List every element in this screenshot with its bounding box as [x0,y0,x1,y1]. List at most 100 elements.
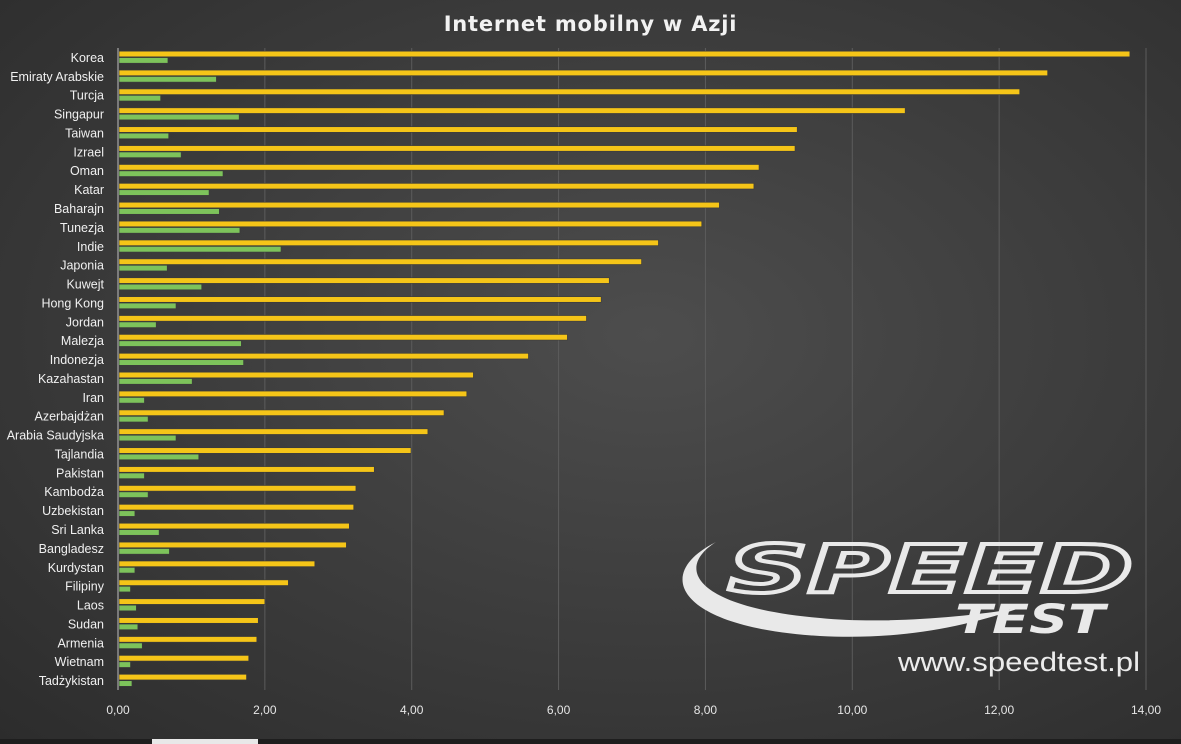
bar-series-1 [118,390,468,397]
bar-series-2 [118,416,149,423]
bar-series-1 [118,145,796,152]
bar-series-2 [118,378,193,385]
bar-series-1 [118,164,760,171]
bar-series-1 [118,598,266,605]
category-label: Baharajn [54,202,104,216]
bar-series-2 [118,170,224,177]
category-label: Uzbekistan [42,504,104,518]
bar-series-1 [118,617,259,624]
bar-series-2 [118,321,157,328]
x-tick-label: 4,00 [400,703,424,717]
category-label: Arabia Saudyjska [7,429,104,443]
bar-series-1 [118,409,445,416]
bar-series-2 [118,586,131,593]
bar-series-2 [118,189,210,196]
category-label: Tadżykistan [39,674,104,688]
bar-series-1 [118,334,568,341]
category-label: Izrael [73,145,104,159]
bar-series-1 [118,220,703,228]
logo-test: TEST [955,597,1109,643]
x-tick-label: 14,00 [1131,703,1161,717]
bar-series-2 [118,132,169,140]
x-tick-label: 12,00 [984,703,1014,717]
x-tick-label: 2,00 [253,703,277,717]
bar-series-1 [118,201,720,209]
category-label: Sri Lanka [51,523,104,537]
bottom-strip [0,739,1181,744]
bar-series-2 [118,453,200,461]
bar-series-2 [118,76,217,83]
bar-series-2 [118,397,145,404]
bar-series-2 [118,661,131,668]
bar-series-2 [118,548,170,555]
category-label: Emiraty Arabskie [10,70,104,84]
bar-series-2 [118,567,136,574]
bar-series-2 [118,623,139,630]
category-label: Armenia [57,636,104,650]
bar-series-1 [118,560,316,567]
bar-series-1 [118,296,602,303]
category-label: Filipiny [65,580,105,594]
bar-series-2 [118,208,220,215]
bar-series-1 [118,636,258,643]
category-label: Taiwan [65,126,104,140]
logo-swoosh [682,542,1020,637]
bar-series-1 [118,655,250,662]
category-label: Azerbajdżan [35,410,105,424]
x-tick-label: 0,00 [106,703,130,717]
bar-series-1 [118,447,412,454]
bar-series-1 [118,239,659,246]
x-tick-label: 6,00 [547,703,571,717]
bar-series-2 [118,340,242,347]
category-label: Indie [77,240,104,254]
bar-series-2 [118,510,136,517]
bar-series-1 [118,50,1131,58]
bar-series-1 [118,522,350,530]
category-label: Kazahastan [38,372,104,386]
bar-series-1 [118,88,1021,95]
x-axis: 0,00 2,00 4,00 6,00 8,00 10,00 12,00 14,00 [106,48,1161,717]
category-label: Jordan [66,315,104,329]
sheet-tab[interactable] [152,739,258,744]
category-label: Kambodża [44,485,104,499]
watermark-url: www.speedtest.pl [897,647,1140,677]
chart-title: Internet mobilny w Azji [443,12,738,36]
bar-series-2 [118,604,137,612]
category-label: Indonezja [50,353,104,367]
bar-series-2 [118,265,168,272]
bar-series-1 [118,126,798,133]
bar-series-1 [118,69,1048,76]
bar-series-1 [118,353,529,360]
category-label: Katar [74,183,104,197]
bar-series-2 [118,491,149,498]
grid-lines [264,48,1147,690]
category-label: Laos [77,599,104,613]
category-label: Turcja [70,89,104,103]
bar-series-1 [118,107,906,114]
bar-series-2 [118,359,244,366]
x-tick-label: 8,00 [694,703,718,717]
bar-series-1 [118,466,375,473]
bar-series-2 [118,57,169,64]
category-labels: Korea Emiraty Arabskie Turcja Singapur Taiwa… [7,51,105,688]
bar-series-2 [118,151,182,158]
bar-series-1 [118,428,429,435]
bar-series-2 [118,95,161,102]
category-label: Iran [82,391,104,405]
bars [118,50,1131,687]
category-label: Malezja [61,334,104,348]
bar-series-1 [118,674,247,681]
bar-series-2 [118,642,143,649]
bar-series-2 [118,434,177,442]
bar-series-1 [118,485,357,492]
bar-series-1 [118,579,289,586]
bar-series-1 [118,277,610,284]
category-label: Kurdystan [48,561,104,575]
bar-series-2 [118,283,203,291]
category-label: Bangladesz [39,542,104,556]
bar-series-1 [118,371,474,379]
bar-series-1 [118,315,587,322]
bar-series-1 [118,541,347,549]
x-tick-label: 10,00 [837,703,867,717]
bar-series-2 [118,246,282,253]
